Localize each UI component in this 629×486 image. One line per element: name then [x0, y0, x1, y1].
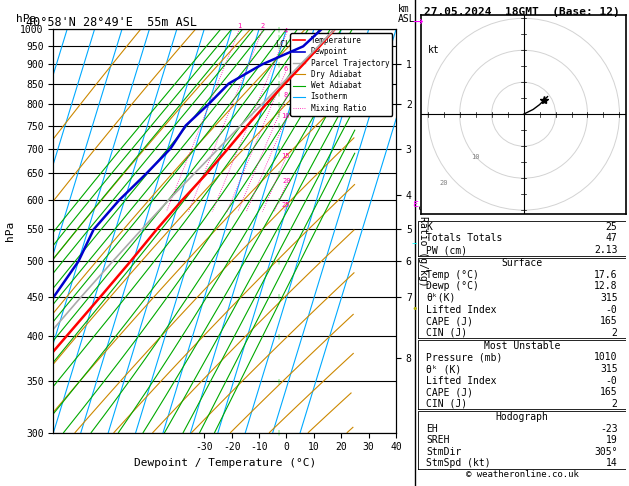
Text: |: |: [277, 81, 279, 87]
Text: ε: ε: [412, 199, 418, 209]
Text: -23: -23: [600, 424, 618, 434]
Text: 305°: 305°: [594, 447, 618, 457]
Text: 2: 2: [611, 328, 618, 338]
Text: StmDir: StmDir: [426, 447, 462, 457]
Text: 1: 1: [237, 23, 242, 29]
Text: kt: kt: [428, 46, 440, 55]
Text: 315: 315: [600, 293, 618, 303]
Text: |: |: [277, 71, 279, 77]
Text: 165: 165: [600, 387, 618, 397]
Text: StmSpd (kt): StmSpd (kt): [426, 458, 491, 468]
Text: 20: 20: [282, 178, 291, 184]
Text: θᵏ (K): θᵏ (K): [426, 364, 462, 374]
Text: 17.6: 17.6: [594, 270, 618, 280]
Text: |: |: [277, 62, 279, 67]
Text: |: |: [277, 333, 279, 339]
Y-axis label: hPa: hPa: [4, 221, 14, 241]
Text: -0: -0: [606, 305, 618, 314]
Text: Temp (°C): Temp (°C): [426, 270, 479, 280]
Text: |: |: [277, 52, 279, 58]
Text: 1010: 1010: [594, 352, 618, 363]
Text: 2: 2: [261, 23, 265, 29]
Text: 25: 25: [606, 222, 618, 232]
Text: SREH: SREH: [426, 435, 450, 445]
Text: 25: 25: [281, 202, 290, 208]
Text: hPa: hPa: [16, 14, 36, 24]
Text: CIN (J): CIN (J): [426, 399, 467, 409]
Text: 15: 15: [281, 153, 289, 158]
Text: 10: 10: [471, 154, 480, 160]
Text: 19: 19: [606, 435, 618, 445]
Text: |: |: [277, 91, 279, 96]
Text: 10: 10: [282, 113, 290, 119]
Text: CAPE (J): CAPE (J): [426, 316, 474, 326]
Text: 4: 4: [284, 28, 288, 34]
Text: Lifted Index: Lifted Index: [426, 305, 497, 314]
Text: 6: 6: [283, 67, 287, 72]
Text: |: |: [277, 123, 279, 128]
Text: |: |: [277, 35, 279, 40]
Text: 20: 20: [440, 179, 448, 186]
Text: Lifted Index: Lifted Index: [426, 376, 497, 385]
Text: |: |: [277, 44, 279, 49]
Text: 12.8: 12.8: [594, 281, 618, 292]
Text: →: →: [412, 16, 422, 28]
Text: LCL: LCL: [276, 40, 291, 49]
Text: |: |: [277, 197, 279, 203]
Text: Hodograph: Hodograph: [496, 412, 548, 422]
Text: 2.13: 2.13: [594, 245, 618, 255]
Text: 2: 2: [611, 399, 618, 409]
Text: km
ASL: km ASL: [398, 3, 415, 24]
Text: θᵏ(K): θᵏ(K): [426, 293, 456, 303]
Text: |: |: [277, 112, 279, 117]
Text: |: |: [277, 226, 279, 232]
Text: K: K: [426, 222, 432, 232]
Text: 40°58'N 28°49'E  55m ASL: 40°58'N 28°49'E 55m ASL: [26, 16, 197, 29]
Text: PW (cm): PW (cm): [426, 245, 467, 255]
Text: 165: 165: [600, 316, 618, 326]
Text: Most Unstable: Most Unstable: [484, 341, 560, 351]
Text: |: |: [277, 294, 279, 299]
Text: |: |: [277, 259, 279, 264]
Y-axis label: Mixing Ratio (g/kg): Mixing Ratio (g/kg): [418, 175, 428, 287]
Text: Surface: Surface: [501, 259, 543, 268]
Text: |: |: [277, 146, 279, 152]
Text: |: |: [277, 26, 279, 32]
Text: CAPE (J): CAPE (J): [426, 387, 474, 397]
Text: Pressure (mb): Pressure (mb): [426, 352, 503, 363]
Text: 27.05.2024  18GMT  (Base: 12): 27.05.2024 18GMT (Base: 12): [424, 7, 620, 17]
Text: CIN (J): CIN (J): [426, 328, 467, 338]
Text: 8: 8: [284, 92, 288, 98]
Text: |: |: [277, 378, 279, 383]
Text: |: |: [277, 430, 279, 435]
Text: EH: EH: [426, 424, 438, 434]
Text: –: –: [412, 238, 418, 248]
Text: © weatheronline.co.uk: © weatheronline.co.uk: [465, 469, 579, 479]
Text: 315: 315: [600, 364, 618, 374]
Text: 47: 47: [606, 233, 618, 243]
Text: Dewp (°C): Dewp (°C): [426, 281, 479, 292]
X-axis label: Dewpoint / Temperature (°C): Dewpoint / Temperature (°C): [134, 458, 316, 468]
Legend: Temperature, Dewpoint, Parcel Trajectory, Dry Adiabat, Wet Adiabat, Isotherm, Mi: Temperature, Dewpoint, Parcel Trajectory…: [290, 33, 392, 116]
Text: Totals Totals: Totals Totals: [426, 233, 503, 243]
Text: -0: -0: [606, 376, 618, 385]
Text: •: •: [412, 304, 418, 313]
Text: |: |: [277, 171, 279, 176]
Text: 14: 14: [606, 458, 618, 468]
Text: |: |: [277, 101, 279, 106]
